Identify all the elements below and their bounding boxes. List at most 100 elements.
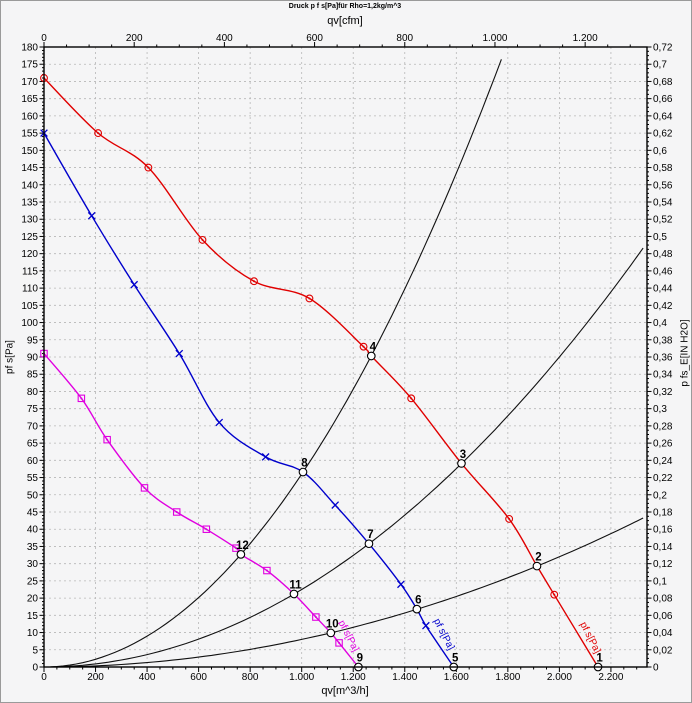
svg-text:7: 7 [367,529,373,541]
fan-curve-low-marker [202,525,211,533]
operating-point-7 [364,539,374,549]
fan-curve-mid-marker [397,580,405,589]
svg-text:0,48: 0,48 [653,249,673,260]
svg-text:600: 600 [306,33,323,44]
svg-text:5: 5 [452,653,459,665]
svg-text:12: 12 [236,540,249,552]
operating-point-11 [289,589,299,599]
svg-text:170: 170 [21,77,38,88]
chart-title: Druck p f s[Pa]für Rho=1,2kg/m^3 [288,3,402,10]
svg-text:135: 135 [21,198,38,209]
svg-text:0,2: 0,2 [653,490,667,501]
svg-text:0,16: 0,16 [653,525,673,536]
svg-text:10: 10 [326,618,339,630]
svg-text:0,5: 0,5 [653,232,667,243]
svg-text:0,08: 0,08 [653,594,673,605]
svg-text:2.200: 2.200 [598,672,623,683]
svg-text:60: 60 [27,456,39,467]
svg-text:4: 4 [370,341,377,353]
fan-curve-high-marker [198,235,207,244]
svg-text:11: 11 [289,579,302,591]
svg-text:6: 6 [415,595,421,607]
fan-curve-low-label: pf s[Pa] [336,619,361,654]
svg-text:0,64: 0,64 [653,111,673,122]
svg-text:8: 8 [301,458,308,470]
fan-curve-high-marker [407,394,416,403]
svg-text:75: 75 [27,404,39,415]
fan-curve-high: pf s[Pa] [40,74,603,668]
svg-text:1.000: 1.000 [482,33,507,44]
svg-text:800: 800 [242,672,259,683]
svg-text:0,26: 0,26 [653,439,673,450]
svg-text:125: 125 [21,232,38,243]
svg-text:0,18: 0,18 [653,508,673,519]
svg-text:0,4: 0,4 [653,318,667,329]
svg-text:120: 120 [21,249,38,260]
svg-text:90: 90 [27,353,39,364]
fan-curve-low-marker [335,639,343,647]
svg-text:1.000: 1.000 [289,672,314,683]
fan-curve-low-marker [103,435,111,444]
svg-text:175: 175 [21,60,38,71]
svg-text:0,52: 0,52 [653,215,673,226]
fan-curve-low-marker [77,394,86,403]
svg-text:155: 155 [21,129,38,140]
fan-curve-mid: pf s[Pa] [40,129,456,668]
svg-text:45: 45 [27,508,39,519]
svg-text:200: 200 [126,33,143,44]
svg-text:1.600: 1.600 [444,672,469,683]
operating-point-6 [412,604,422,614]
svg-text:0,22: 0,22 [653,473,673,484]
operating-point-2 [532,561,542,571]
svg-text:200: 200 [87,672,104,683]
fan-curve-high-marker [250,277,258,286]
svg-text:0,38: 0,38 [653,335,673,346]
svg-text:0,7: 0,7 [653,60,667,71]
svg-text:100: 100 [21,318,38,329]
svg-text:160: 160 [21,111,38,122]
fan-curve-mid-marker [175,349,184,358]
svg-text:0: 0 [653,663,659,674]
fan-curve-mid-marker [215,418,224,427]
svg-text:0,42: 0,42 [653,301,673,312]
fan-curve-mid-marker [331,501,340,509]
svg-text:50: 50 [27,490,39,501]
axis-tick-labels: 0 200 400 600 800 1.000 1.200 1.400 1.600 1.800 2.… [21,33,673,683]
svg-text:0,3: 0,3 [653,404,667,415]
fan-curve-mid-marker [130,280,139,289]
fan-curve-high-marker [94,129,103,138]
svg-text:3: 3 [460,449,466,461]
fan-curve-mid-marker [422,621,430,630]
svg-text:105: 105 [21,301,38,312]
svg-text:30: 30 [27,559,39,570]
fan-curve-low: pf s[Pa] [40,349,361,668]
fan-curve-low-marker [172,508,181,516]
svg-text:0,66: 0,66 [653,94,673,105]
svg-text:0,6: 0,6 [653,146,667,157]
svg-text:0,24: 0,24 [653,456,673,467]
svg-text:15: 15 [27,611,39,622]
fan-curve-high-marker [359,342,368,351]
svg-text:0: 0 [41,672,47,683]
fan-curve-mid-marker [261,453,270,461]
fan-curve-mid-label: pf s[Pa] [431,617,456,652]
svg-text:9: 9 [357,653,363,665]
svg-text:70: 70 [27,421,39,432]
operating-point-8 [298,467,308,477]
svg-text:1.800: 1.800 [495,672,520,683]
plot-frame [43,46,648,668]
svg-text:0,44: 0,44 [653,284,673,295]
svg-text:0,36: 0,36 [653,353,673,364]
svg-text:0: 0 [41,33,47,44]
svg-text:10: 10 [27,628,39,639]
fan-curve-high-marker [144,163,153,172]
svg-text:2.000: 2.000 [547,672,572,683]
bottom-axis-title: qv[m^3/h] [321,685,369,697]
svg-text:130: 130 [21,215,38,226]
svg-text:400: 400 [139,672,156,683]
svg-text:400: 400 [216,33,233,44]
fan-curve-low-marker [232,544,240,552]
